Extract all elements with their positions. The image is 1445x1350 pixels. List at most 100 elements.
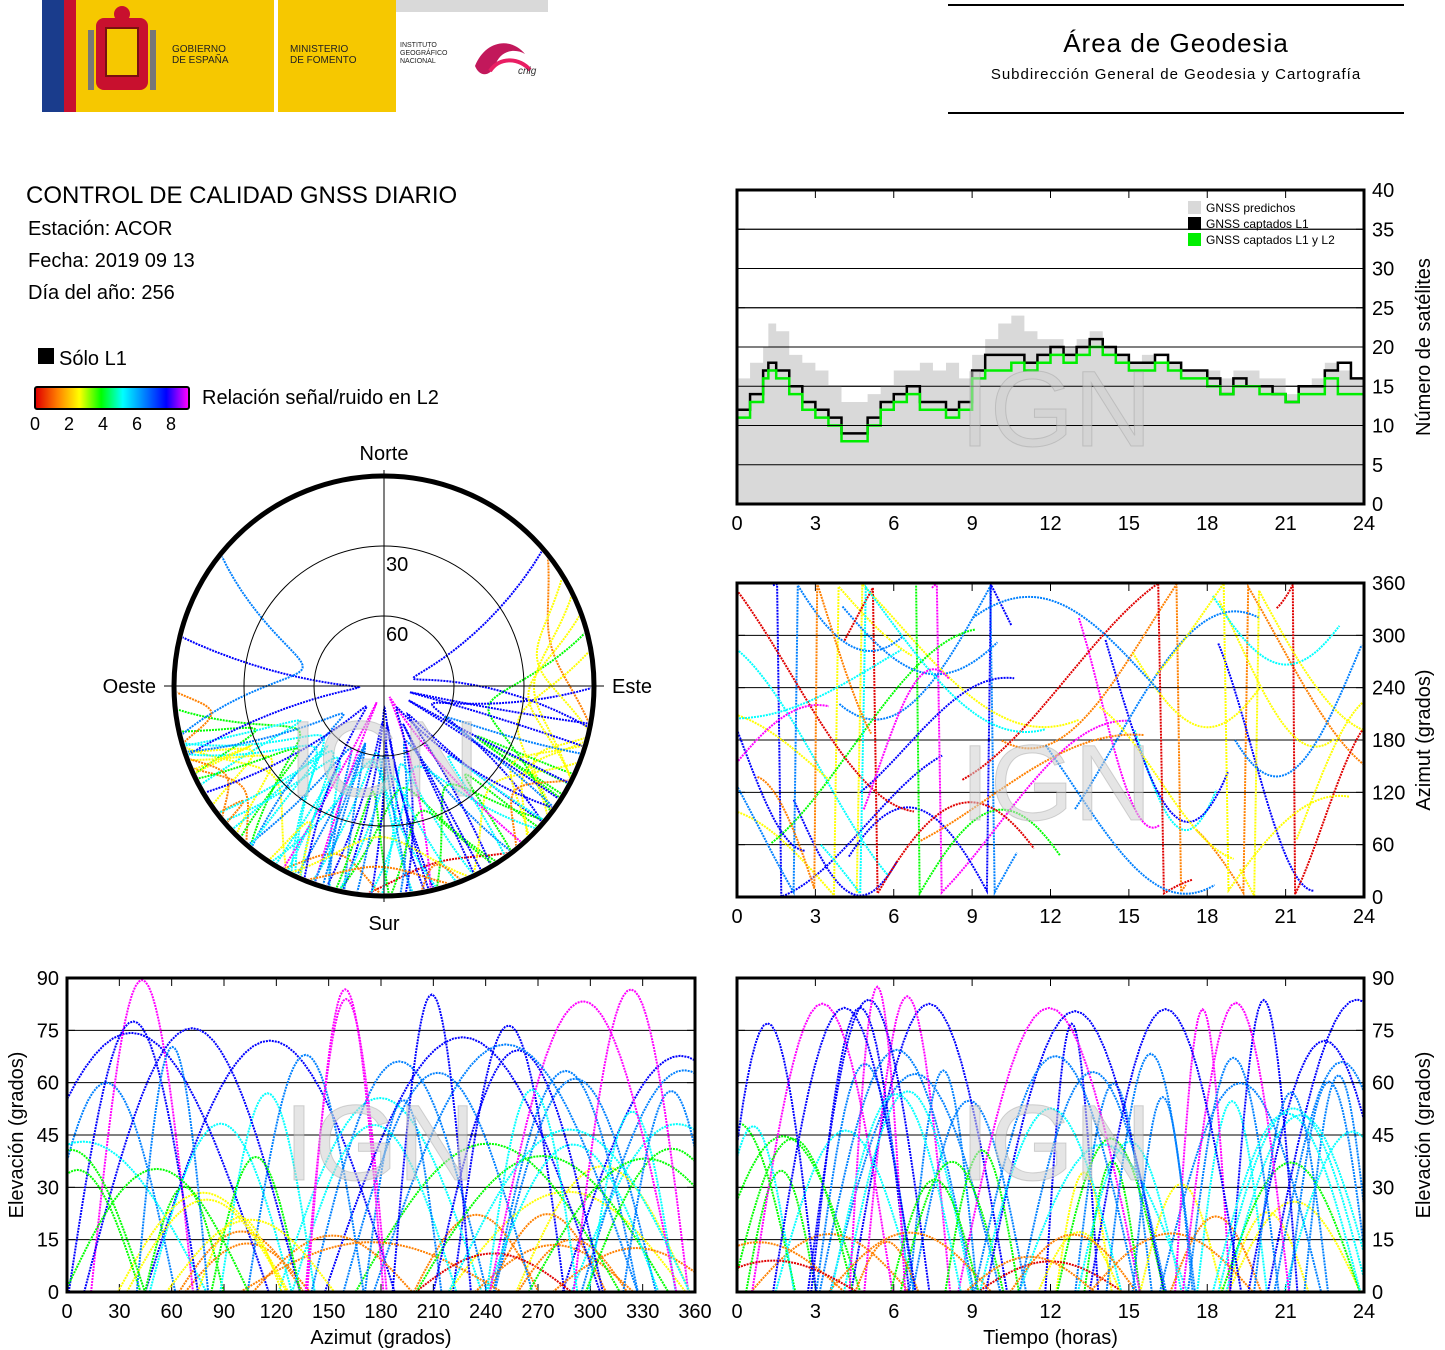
skyplot-track (186, 757, 230, 820)
azimuth-track (737, 703, 830, 764)
elevation-azimuth-track (67, 1168, 142, 1292)
elevation-azimuth-tracks (67, 978, 695, 1292)
satellite-count-xtick-label: 3 (810, 513, 821, 535)
azimuth-track (1218, 600, 1335, 748)
elevation-vs-azimuth-ytick-label: 75 (37, 1020, 59, 1042)
elevation-vs-azimuth-xtick-label: 180 (364, 1301, 397, 1323)
elevation-azimuth-track (412, 1213, 540, 1292)
elevation-azimuth-track (291, 1123, 458, 1292)
elevation-vs-azimuth-ytick-label: 30 (37, 1177, 59, 1199)
elevation-vs-time-xlabel: Tiempo (horas) (983, 1327, 1118, 1349)
skyplot-track (516, 648, 591, 818)
skyplot-track (546, 554, 591, 727)
satellite-count-xtick-label: 12 (1039, 513, 1061, 535)
azimuth-track (820, 584, 1046, 897)
elevation-time-track (1247, 1039, 1364, 1292)
elevation-vs-azimuth-frame (65, 976, 697, 1294)
elevation-vs-time-xtick-label: 15 (1118, 1301, 1140, 1323)
elevation-time-track (1220, 1161, 1361, 1292)
satellite-count-ytick-label: 30 (1372, 259, 1394, 281)
satellite-count-xtick-label: 0 (731, 513, 742, 535)
azimuth-track (838, 583, 1018, 897)
elevation-time-track (737, 1241, 846, 1292)
azimuth-vs-time-xtick-label: 15 (1118, 906, 1140, 928)
skyplot-track (411, 548, 591, 729)
elevation-time-track (1229, 998, 1299, 1292)
azimuth-vs-time-xtick-label: 0 (731, 906, 742, 928)
elevation-azimuth-track (219, 1092, 316, 1292)
azimuth-track (1077, 617, 1161, 829)
area-subtitle: Subdirección General de Geodesia y Carto… (990, 66, 1362, 83)
elevation-azimuth-track (486, 1143, 660, 1292)
elevation-azimuth-track (488, 1213, 607, 1292)
elevation-time-track (1044, 1022, 1100, 1292)
date-label: Fecha: 2019 09 13 (28, 250, 195, 272)
elevation-azimuth-track (90, 978, 194, 1292)
ministerio-logo: MINISTERIO DE FOMENTO (278, 0, 396, 112)
elevation-azimuth-track (83, 1027, 301, 1292)
azimuth-vs-time-ytick-label: 300 (1372, 625, 1405, 647)
satellite-count-ylabel: Número de satélites (1413, 258, 1435, 436)
azimuth-vs-time-ytick-label: 240 (1372, 678, 1405, 700)
elevation-azimuth-track (561, 1054, 695, 1292)
elevation-time-track (1196, 1100, 1268, 1292)
skyplot-track (325, 721, 426, 893)
elevation-time-track (1174, 1007, 1232, 1292)
elevation-time-track (1211, 1112, 1362, 1292)
skyplot-track (281, 701, 378, 885)
elevation-time-track (827, 1231, 992, 1292)
skyplot-track (535, 575, 590, 732)
satellite-count-xtick-label: 24 (1353, 513, 1375, 535)
elevation-time-track (1018, 1070, 1167, 1292)
elevation-time-track (815, 1062, 915, 1292)
elevation-vs-time-ytick-label: 30 (1372, 1177, 1394, 1199)
elevation-time-track (830, 1092, 962, 1292)
elevation-azimuth-track (67, 1020, 199, 1292)
snr-tick-0: 0 (30, 414, 41, 434)
skyplot-track (178, 726, 257, 776)
area-title: Área de Geodesia (1063, 28, 1289, 58)
satellite-count-xtick-label: 21 (1275, 513, 1297, 535)
skyplot-track (368, 765, 539, 893)
flag-stripe (64, 0, 76, 112)
azimuth-track (920, 733, 1145, 842)
elevation-azimuth-track (196, 1216, 283, 1292)
satellite-count-ytick-label: 5 (1372, 455, 1383, 477)
elevation-vs-time-ytick-label: 45 (1372, 1125, 1394, 1147)
azimuth-vs-time-ytick-label: 60 (1372, 835, 1394, 857)
cnig-text: cnig (518, 66, 537, 77)
elevation-time-track (1037, 1231, 1122, 1292)
snr-label: Relación señal/ruido en L2 (202, 387, 439, 409)
l1-only-label: Sólo L1 (59, 348, 127, 370)
elevation-azimuth-track (587, 1110, 677, 1292)
az-tracks (737, 583, 1364, 897)
ign-watermark-azimuth: IGN (960, 722, 1152, 843)
skyplot-track (195, 747, 301, 840)
skyplot-west-label: Oeste (103, 676, 156, 698)
skyplot-track (430, 686, 591, 824)
snr-tick-labels: 0 2 4 6 8 (30, 414, 190, 436)
snr-tick-4: 4 (98, 414, 109, 434)
elevation-time-track (889, 1178, 980, 1292)
azimuth-track (961, 583, 1194, 896)
report-title: CONTROL DE CALIDAD GNSS DIARIO (26, 182, 458, 209)
elevation-vs-azimuth-ylabel: Elevación (grados) (6, 1052, 28, 1219)
skyplot-track (190, 766, 249, 845)
legend-label-0: GNSS predichos (1206, 201, 1295, 215)
elevation-time-track (976, 1260, 1124, 1292)
skyplot-tracks (177, 548, 591, 893)
elevation-vs-azimuth-ytick-label: 15 (37, 1230, 59, 1252)
elevation-vs-azimuth-xtick-label: 30 (108, 1301, 130, 1323)
azimuth-track (737, 713, 830, 781)
elevation-vs-azimuth-xtick-label: 150 (312, 1301, 345, 1323)
azimuth-track (843, 584, 1035, 897)
gobierno-text: GOBIERNO DE ESPAÑA (172, 44, 229, 66)
elevation-vs-time-ytick-label: 0 (1372, 1282, 1383, 1304)
elevation-time-track (843, 1090, 973, 1292)
elevation-azimuth-track (210, 1155, 302, 1292)
elevation-time-track (1009, 1233, 1138, 1292)
elevation-time-track (1186, 1056, 1280, 1292)
elevation-time-track (1088, 1008, 1243, 1292)
skyplot-track (510, 779, 572, 850)
skyplot-track (177, 690, 213, 745)
